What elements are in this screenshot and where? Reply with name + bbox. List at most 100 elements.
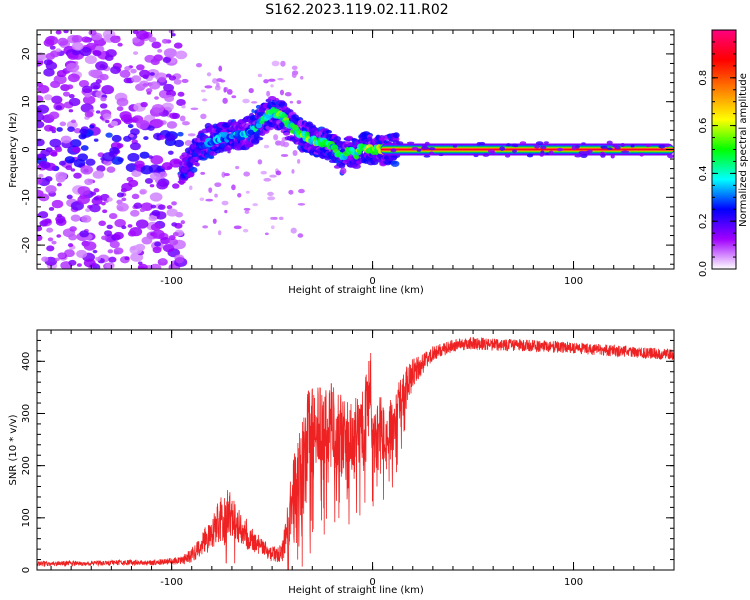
heatmap-noise-blob: [166, 205, 173, 210]
heatmap-noise-blob: [71, 34, 83, 43]
heatmap-noise-blob: [166, 121, 178, 129]
heatmap-noise-blob: [109, 240, 120, 249]
heatmap-noise-blob: [270, 225, 275, 230]
heatmap-ridge-halo: [333, 136, 342, 142]
heatmap-noise-blob: [266, 90, 271, 97]
heatmap-noise-blob: [169, 158, 183, 168]
heatmap-noise-blob: [90, 82, 101, 90]
heatmap-noise-blob: [131, 169, 142, 178]
heatmap-noise-blob: [104, 54, 114, 61]
heatmap-noise-blob: [288, 189, 294, 195]
heatmap-noise-blob: [37, 52, 47, 62]
heatmap-noise-blob: [44, 94, 53, 101]
heatmap-ridge-core: [190, 158, 196, 164]
heatmap-noise-blob: [264, 232, 269, 236]
heatmap-noise-blob: [177, 91, 185, 97]
heatmap-noise-blob: [212, 218, 217, 224]
heatmap-noise-blob: [175, 50, 188, 60]
heatmap-noise-blob: [279, 140, 286, 147]
heatmap-noise-blob: [297, 203, 306, 206]
heatmap-noise-blob: [279, 89, 285, 96]
heatmap-noise-blob: [37, 153, 43, 158]
heatmap-noise-blob: [105, 262, 115, 269]
heatmap-noise-blob: [105, 132, 113, 138]
heatmap-noise-blob: [237, 193, 242, 198]
heatmap-noise-blob: [204, 85, 213, 89]
heatmap-noise-blob: [89, 124, 95, 129]
heatmap-noise-blob: [81, 134, 87, 139]
snr-x-tick-label: 0: [369, 577, 375, 588]
heatmap-noise-blob: [129, 245, 143, 255]
heatmap-noise-blob: [119, 111, 132, 120]
heatmap-noise-blob: [621, 150, 630, 153]
heatmap-noise-blob: [134, 160, 145, 169]
heatmap-noise-blob: [221, 171, 226, 178]
heatmap-noise-blob: [81, 36, 91, 43]
heatmap-noise-blob: [136, 119, 150, 130]
heatmap-noise-blob: [137, 261, 143, 265]
heatmap-noise-blob: [79, 128, 88, 135]
heatmap-noise-blob: [49, 45, 56, 50]
heatmap-noise-blob: [200, 89, 206, 93]
heatmap-noise-blob: [152, 246, 162, 254]
heatmap-noise-blob: [107, 249, 114, 254]
heatmap-noise-blob: [300, 75, 304, 80]
heatmap-noise-blob: [208, 187, 213, 194]
heatmap-noise-blob: [173, 139, 185, 148]
heatmap-noise-blob: [51, 199, 64, 209]
heatmap-noise-blob: [217, 230, 222, 236]
heatmap-noise-blob: [62, 91, 71, 97]
heatmap-noise-blob: [131, 119, 137, 123]
heatmap-noise-blob: [158, 134, 166, 140]
heatmap-noise-blob: [45, 52, 56, 60]
heatmap-noise-blob: [108, 256, 117, 263]
heatmap-noise-blob: [48, 206, 55, 211]
heatmap-noise-blob: [574, 154, 582, 158]
heatmap-noise-blob: [130, 209, 140, 217]
heatmap-noise-blob: [119, 69, 131, 78]
heatmap-noise-blob: [291, 169, 295, 174]
heatmap-noise-blob: [161, 162, 173, 171]
heatmap-noise-blob: [68, 97, 81, 107]
heatmap-noise-blob: [159, 171, 168, 178]
heatmap-noise-blob: [79, 46, 92, 57]
heatmap-noise-blob: [390, 148, 397, 153]
heatmap-noise-blob: [104, 230, 113, 237]
heatmap-noise-blob: [127, 152, 140, 162]
heatmap-noise-blob: [296, 100, 302, 105]
heatmap-noise-blob: [473, 154, 479, 158]
heatmap-noise-blob: [269, 174, 277, 178]
heatmap-noise-blob: [72, 146, 81, 153]
heatmap-noise-blob: [131, 75, 142, 83]
heatmap-noise-blob: [38, 211, 49, 219]
figure-title: S162.2023.119.02.11.R02: [265, 2, 448, 18]
heatmap-noise-blob: [95, 61, 108, 71]
heatmap-noise-blob: [171, 222, 178, 227]
heatmap-noise-blob: [242, 228, 249, 233]
heatmap-noise-blob: [43, 39, 55, 47]
heatmap-noise-blob: [166, 208, 178, 217]
heatmap-noise-blob: [83, 241, 97, 251]
heatmap-noise-blob: [151, 41, 162, 49]
heatmap-noise-blob: [248, 88, 254, 94]
colorbar-tick-label: 0.8: [698, 70, 709, 86]
heatmap-noise-blob: [171, 201, 177, 206]
heatmap-noise-blob: [48, 111, 60, 120]
heatmap-noise-blob: [149, 184, 155, 188]
heatmap-noise-blob: [571, 145, 576, 151]
heatmap-noise-blob: [113, 250, 120, 255]
heatmap-noise-blob: [482, 153, 490, 157]
heatmap-noise-blob: [127, 224, 133, 228]
heatmap-noise-blob: [55, 257, 60, 262]
heatmap-noise-blob: [40, 161, 51, 169]
heatmap-noise-blob: [535, 141, 544, 146]
heatmap-noise-blob: [606, 147, 613, 151]
heatmap-noise-blob: [93, 196, 100, 201]
heatmap-noise-blob: [175, 256, 184, 264]
heatmap-noise-blob: [89, 204, 101, 213]
heatmap-noise-blob: [606, 140, 613, 145]
heatmap-ridge-halo: [194, 162, 200, 167]
snr-frame: [36, 329, 675, 571]
heatmap-ridge-halo: [247, 142, 254, 148]
